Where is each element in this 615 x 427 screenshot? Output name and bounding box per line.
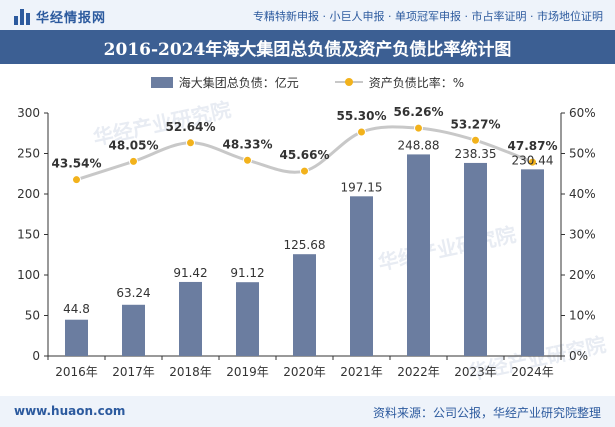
- x-tick-label-7: 2023年: [454, 365, 497, 379]
- y-right-tick-label: 50%: [569, 147, 596, 161]
- bar-value-label-2: 91.42: [173, 266, 207, 280]
- ratio-point-5: [357, 127, 366, 137]
- bar-2: [179, 281, 202, 356]
- service-tagline: 专精特新申报 · 小巨人申报 · 单项冠军申报 · 市占率证明 · 市场地位证明: [253, 10, 603, 23]
- chart-title: 2016-2024年海大集团总负债及资产负债比率统计图: [0, 30, 615, 64]
- y-right-tick-label: 30%: [569, 228, 596, 242]
- legend-item-debt: 海大集团总负债：亿元: [150, 74, 299, 91]
- x-tick-label-8: 2024年: [511, 365, 554, 379]
- bar-value-label-6: 248.88: [398, 138, 440, 152]
- website-link[interactable]: www.huaon.com: [14, 404, 126, 418]
- y-right-tick-label: 20%: [569, 268, 596, 282]
- ratio-point-4: [300, 166, 309, 176]
- ratio-value-label-1: 48.05%: [109, 138, 159, 152]
- bar-value-label-4: 125.68: [284, 238, 326, 252]
- bar-5: [350, 196, 373, 356]
- ratio-point-1: [129, 156, 138, 166]
- ratio-value-label-7: 53.27%: [451, 117, 501, 131]
- chart-legend: 海大集团总负债：亿元 资产负债比率：%: [0, 70, 615, 94]
- ratio-point-3: [243, 155, 252, 165]
- legend-label-ratio: 资产负债比率：%: [368, 75, 465, 90]
- brand-name: 华经情报网: [36, 11, 107, 26]
- bar-logo-icon: [14, 8, 30, 25]
- y-right-tick-label: 0%: [569, 349, 588, 363]
- bar-value-label-3: 91.12: [230, 266, 264, 280]
- ratio-value-label-0: 43.54%: [52, 157, 102, 171]
- combo-chart: 华经产业研究院华经产业研究院华经产业研究院0501001502002503000…: [17, 97, 608, 385]
- top-banner: 华经情报网 专精特新申报 · 小巨人申报 · 单项冠军申报 · 市占率证明 · …: [0, 0, 615, 30]
- bar-value-label-5: 197.15: [341, 180, 383, 194]
- legend-label-debt: 海大集团总负债：亿元: [178, 75, 299, 90]
- ratio-value-label-6: 56.26%: [394, 105, 444, 119]
- y-left-tick-label: 250: [17, 147, 40, 161]
- ratio-value-label-2: 52.64%: [166, 120, 216, 134]
- x-tick-label-0: 2016年: [55, 365, 98, 379]
- x-tick-label-2: 2018年: [169, 365, 212, 379]
- ratio-point-6: [414, 123, 423, 133]
- x-tick-label-5: 2021年: [340, 365, 383, 379]
- bar-3: [236, 282, 259, 356]
- bar-4: [293, 254, 316, 356]
- y-left-tick-label: 50: [25, 309, 40, 323]
- ratio-value-label-3: 48.33%: [223, 137, 273, 151]
- legend-line-swatch: [334, 76, 363, 88]
- x-tick-label-4: 2020年: [283, 365, 326, 379]
- bar-0: [65, 319, 88, 356]
- ratio-point-2: [186, 138, 195, 148]
- legend-bar-swatch: [150, 76, 173, 88]
- x-tick-label-6: 2022年: [397, 365, 440, 379]
- ratio-value-label-8: 47.87%: [508, 139, 558, 153]
- bar-value-label-7: 238.35: [455, 147, 497, 161]
- ratio-point-8: [528, 157, 537, 167]
- bar-8: [521, 169, 544, 356]
- brand: 华经情报网: [14, 7, 106, 26]
- y-left-tick-label: 150: [17, 228, 40, 242]
- ratio-value-label-5: 55.30%: [337, 109, 387, 123]
- y-left-tick-label: 200: [17, 187, 40, 201]
- ratio-point-7: [471, 135, 480, 145]
- bar-7: [464, 162, 487, 356]
- ratio-point-0: [72, 175, 81, 185]
- legend-item-ratio: 资产负债比率：%: [334, 74, 465, 91]
- y-left-tick-label: 0: [32, 349, 40, 363]
- bar-1: [122, 304, 145, 356]
- bar-value-label-8: 230.44: [512, 153, 554, 167]
- y-right-tick-label: 40%: [569, 187, 596, 201]
- y-left-tick-label: 300: [17, 106, 40, 120]
- footer-bar: www.huaon.com 资料来源：公司公报，华经产业研究院整理: [0, 396, 615, 427]
- bar-6: [407, 154, 430, 356]
- watermark-text-1: 华经产业研究院: [376, 222, 518, 275]
- y-right-tick-label: 60%: [569, 106, 596, 120]
- y-left-tick-label: 100: [17, 268, 40, 282]
- ratio-value-label-4: 45.66%: [280, 148, 330, 162]
- bar-value-label-0: 44.8: [63, 302, 90, 316]
- bar-value-label-1: 63.24: [116, 286, 150, 300]
- data-source: 资料来源：公司公报，华经产业研究院整理: [372, 406, 601, 420]
- x-tick-label-3: 2019年: [226, 365, 269, 379]
- x-tick-label-1: 2017年: [112, 365, 155, 379]
- y-right-tick-label: 10%: [569, 309, 596, 323]
